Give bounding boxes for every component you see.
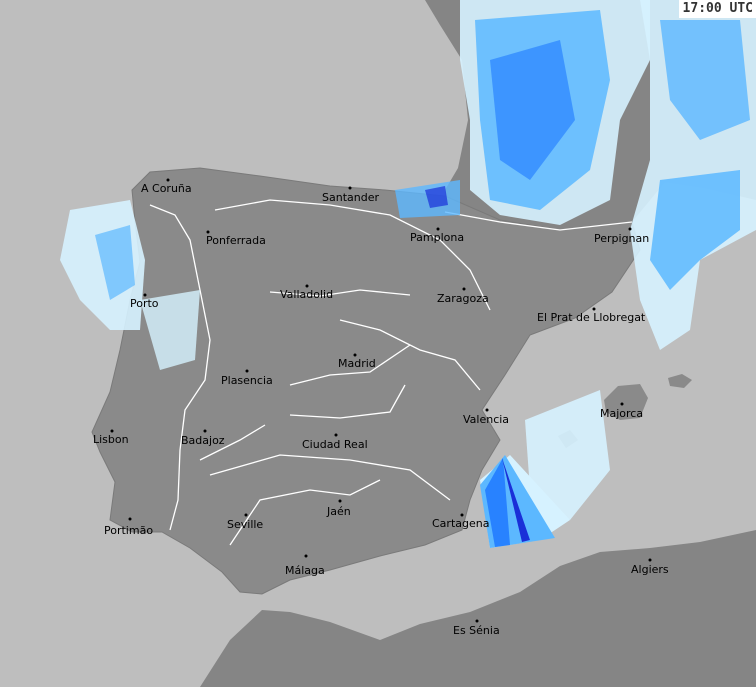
city-dot (648, 558, 652, 562)
land-majorca (604, 384, 648, 420)
city-dot (460, 513, 464, 517)
city-label[interactable]: Ponferrada (206, 234, 266, 247)
city-label[interactable]: Valencia (463, 413, 509, 426)
city-dot (304, 554, 308, 558)
city-dot (592, 307, 596, 311)
city-dot (203, 429, 207, 433)
city-dot (475, 619, 479, 623)
city-dot (128, 517, 132, 521)
city-label[interactable]: Cartagena (432, 517, 489, 530)
city-label[interactable]: Badajoz (181, 434, 225, 447)
city-dot (338, 499, 342, 503)
city-label[interactable]: Ciudad Real (302, 438, 368, 451)
timestamp-label: 17:00 UTC (678, 0, 756, 18)
city-label[interactable]: Pamplona (410, 231, 464, 244)
city-dot (166, 178, 170, 182)
city-label[interactable]: Valladolid (280, 288, 333, 301)
city-label[interactable]: Porto (130, 297, 159, 310)
land-iberia (91, 167, 641, 595)
city-label[interactable]: Lisbon (93, 433, 129, 446)
city-dot (334, 433, 338, 437)
city-dot (628, 227, 632, 231)
city-dot (305, 284, 309, 288)
city-label[interactable]: Jaén (326, 505, 351, 518)
land-africa (200, 530, 756, 687)
city-label[interactable]: Algiers (631, 563, 669, 576)
city-label[interactable]: Madrid (338, 357, 376, 370)
city-dot (353, 353, 357, 357)
radar-precipitation (60, 0, 756, 548)
city-dot (143, 293, 147, 297)
city-dot (206, 230, 210, 234)
city-dot (110, 429, 114, 433)
city-dot (485, 408, 489, 412)
city-label[interactable]: Portimão (104, 524, 153, 537)
city-label[interactable]: Plasencia (221, 374, 273, 387)
city-label[interactable]: Es Sénia (453, 624, 500, 637)
city-dot (620, 402, 624, 406)
city-label[interactable]: Majorca (600, 407, 643, 420)
city-label[interactable]: Málaga (285, 564, 325, 577)
city-dot (462, 287, 466, 291)
city-markers: A Coruña Santander Ponferrada Pamplona P… (93, 178, 669, 637)
city-label[interactable]: Zaragoza (437, 292, 489, 305)
city-dot (245, 369, 249, 373)
city-label[interactable]: Seville (227, 518, 263, 531)
land-menorca (668, 374, 692, 388)
city-label[interactable]: Perpignan (594, 232, 649, 245)
city-label[interactable]: El Prat de Llobregat (537, 311, 646, 324)
city-dot (436, 227, 440, 231)
city-dot (348, 186, 352, 190)
borders (149, 199, 633, 546)
city-label[interactable]: Santander (322, 191, 379, 204)
city-dot (244, 513, 248, 517)
city-label[interactable]: A Coruña (141, 182, 192, 195)
